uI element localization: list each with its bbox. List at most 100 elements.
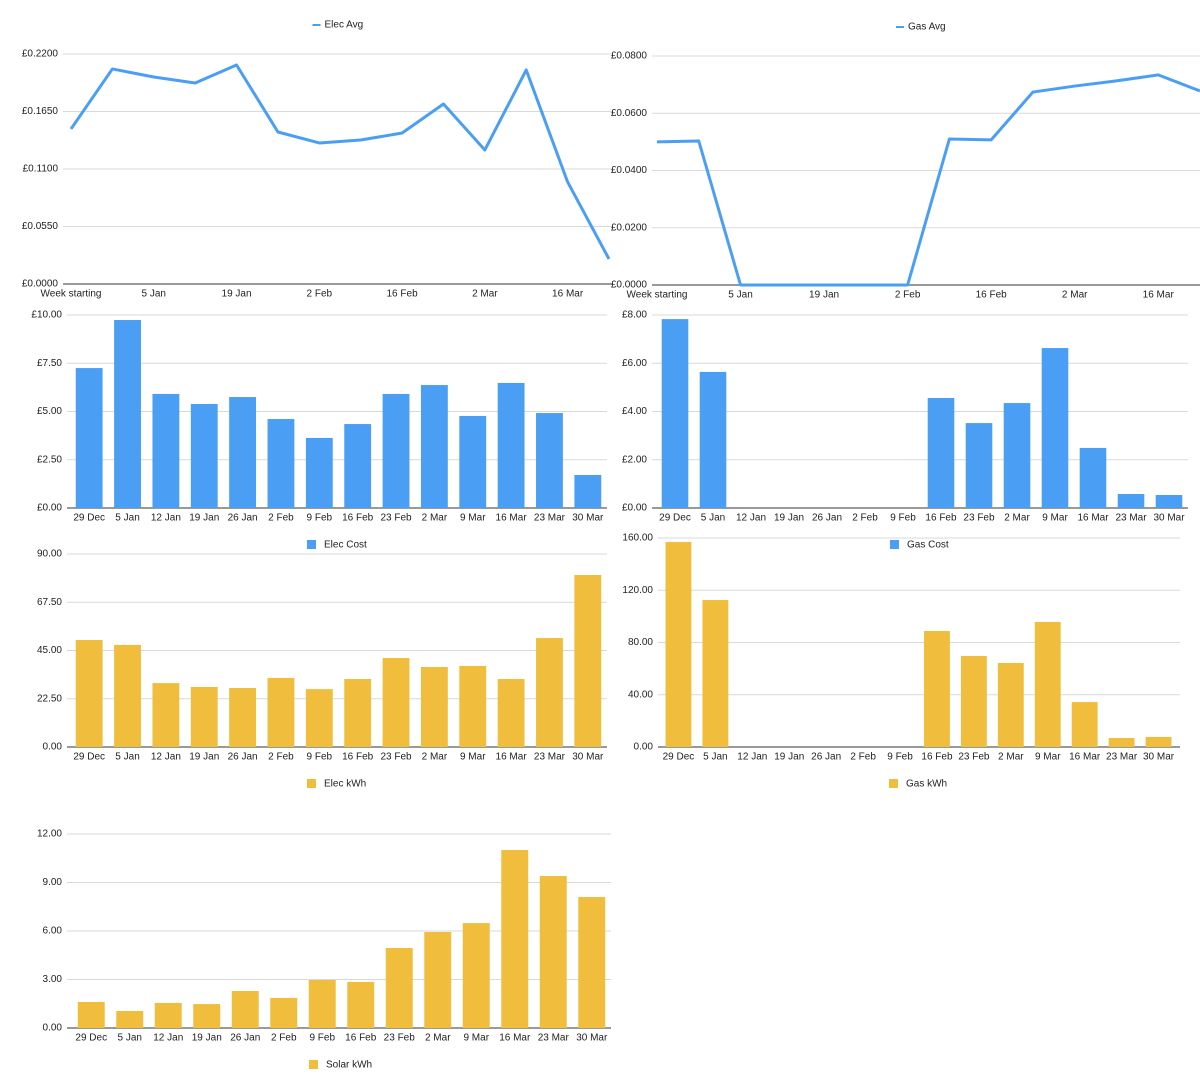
bar [116, 1011, 144, 1028]
x-tick-label: 30 Mar [1143, 752, 1175, 763]
bar [267, 419, 295, 508]
x-tick-label: 23 Feb [380, 752, 412, 763]
x-tick-label: 12 Jan [151, 513, 181, 524]
x-tick-label: 23 Mar [538, 1033, 570, 1044]
bar [305, 437, 333, 508]
x-tick-label: 29 Dec [73, 513, 105, 524]
line [656, 73, 1200, 287]
legend-label: Elec kWh [324, 779, 366, 790]
x-tick-label: 19 Jan [192, 1033, 222, 1044]
y-tick-label: £7.50 [37, 358, 62, 369]
legend-label: Elec Cost [324, 540, 367, 551]
bar [501, 850, 529, 1028]
y-tick-label: 6.00 [43, 926, 63, 937]
legend-label: Gas kWh [906, 779, 947, 790]
bar [344, 424, 372, 508]
x-tick-label: 16 Mar [1069, 752, 1101, 763]
x-tick-label: 16 Feb [342, 513, 374, 524]
x-tick-label: 16 Feb [387, 289, 419, 300]
x-tick-label: 2 Mar [422, 752, 448, 763]
x-tick-label: 23 Feb [958, 752, 990, 763]
x-tick-label: 23 Mar [534, 513, 566, 524]
bar [924, 631, 950, 747]
bar [539, 876, 567, 1028]
x-tick-label: 26 Jan [228, 513, 258, 524]
x-tick-label: 5 Jan [701, 513, 725, 524]
x-tick-label: 5 Jan [118, 1033, 142, 1044]
y-tick-label: 160.00 [622, 533, 653, 544]
bar [1145, 736, 1172, 747]
x-tick-label: 9 Mar [1035, 752, 1061, 763]
bar [231, 990, 259, 1028]
bar [420, 667, 448, 747]
x-tick-label: 9 Mar [1042, 513, 1068, 524]
y-tick-label: 9.00 [43, 877, 63, 888]
x-tick-label: 9 Mar [463, 1033, 489, 1044]
bar [114, 320, 141, 508]
bar [927, 397, 955, 508]
x-tick-label: 19 Jan [809, 290, 839, 301]
x-tick-label: 23 Mar [1106, 752, 1138, 763]
x-tick-label: 5 Jan [115, 513, 139, 524]
bar [382, 658, 410, 747]
bar [229, 397, 257, 508]
x-tick-label: 2 Feb [268, 513, 294, 524]
y-tick-label: £0.2200 [22, 49, 59, 60]
bar [1041, 348, 1069, 508]
x-tick-label: 12 Jan [153, 1033, 183, 1044]
bar [308, 979, 336, 1028]
x-tick-label: 16 Mar [496, 513, 528, 524]
y-tick-label: 90.00 [37, 549, 62, 560]
x-tick-label: 2 Mar [1004, 513, 1030, 524]
x-tick-label: 26 Jan [811, 752, 841, 763]
legend-swatch [889, 779, 898, 788]
x-tick-label: 16 Feb [342, 752, 374, 763]
bar [1071, 702, 1098, 747]
x-tick-label: 19 Jan [774, 752, 804, 763]
bar [114, 644, 141, 747]
y-tick-label: £0.00 [37, 503, 62, 514]
x-tick-label: Week starting [41, 289, 102, 300]
x-tick-label: 12 Jan [737, 752, 767, 763]
bar [347, 981, 375, 1028]
x-tick-label: 2 Mar [998, 752, 1024, 763]
bar [702, 600, 729, 747]
legend-label: Elec Avg [325, 20, 364, 31]
bar [574, 575, 602, 747]
x-tick-label: 2 Feb [307, 289, 333, 300]
x-tick-label: 5 Jan [728, 290, 752, 301]
x-tick-label: 26 Jan [230, 1033, 260, 1044]
bar [267, 677, 295, 747]
y-tick-label: £8.00 [622, 310, 647, 321]
bar [497, 382, 525, 508]
x-tick-label: 30 Mar [572, 752, 604, 763]
y-tick-label: £5.00 [37, 406, 62, 417]
y-tick-label: 40.00 [628, 689, 653, 700]
x-tick-label: 23 Feb [384, 1033, 416, 1044]
bar [997, 663, 1024, 747]
x-tick-label: 9 Feb [890, 513, 916, 524]
legend-label: Solar kWh [326, 1060, 372, 1071]
x-tick-label: 16 Mar [552, 289, 584, 300]
y-tick-label: 67.50 [37, 597, 62, 608]
y-tick-label: £2.50 [37, 454, 62, 465]
bar [1034, 621, 1061, 747]
bar [152, 393, 180, 508]
y-tick-label: 0.00 [43, 742, 63, 753]
x-tick-label: 16 Feb [925, 513, 957, 524]
bar [574, 474, 602, 508]
bar [382, 393, 410, 508]
bar [154, 1002, 182, 1028]
x-tick-label: 12 Jan [151, 752, 181, 763]
x-tick-label: 19 Jan [774, 513, 804, 524]
x-tick-label: 2 Feb [895, 290, 921, 301]
bar [1108, 737, 1135, 747]
y-tick-label: £0.0550 [22, 221, 59, 232]
x-tick-label: 23 Feb [380, 513, 412, 524]
y-tick-label: 0.00 [43, 1023, 63, 1034]
bar [270, 997, 298, 1028]
x-tick-label: 16 Feb [345, 1033, 377, 1044]
y-tick-label: 3.00 [43, 974, 63, 985]
bar [536, 413, 563, 508]
